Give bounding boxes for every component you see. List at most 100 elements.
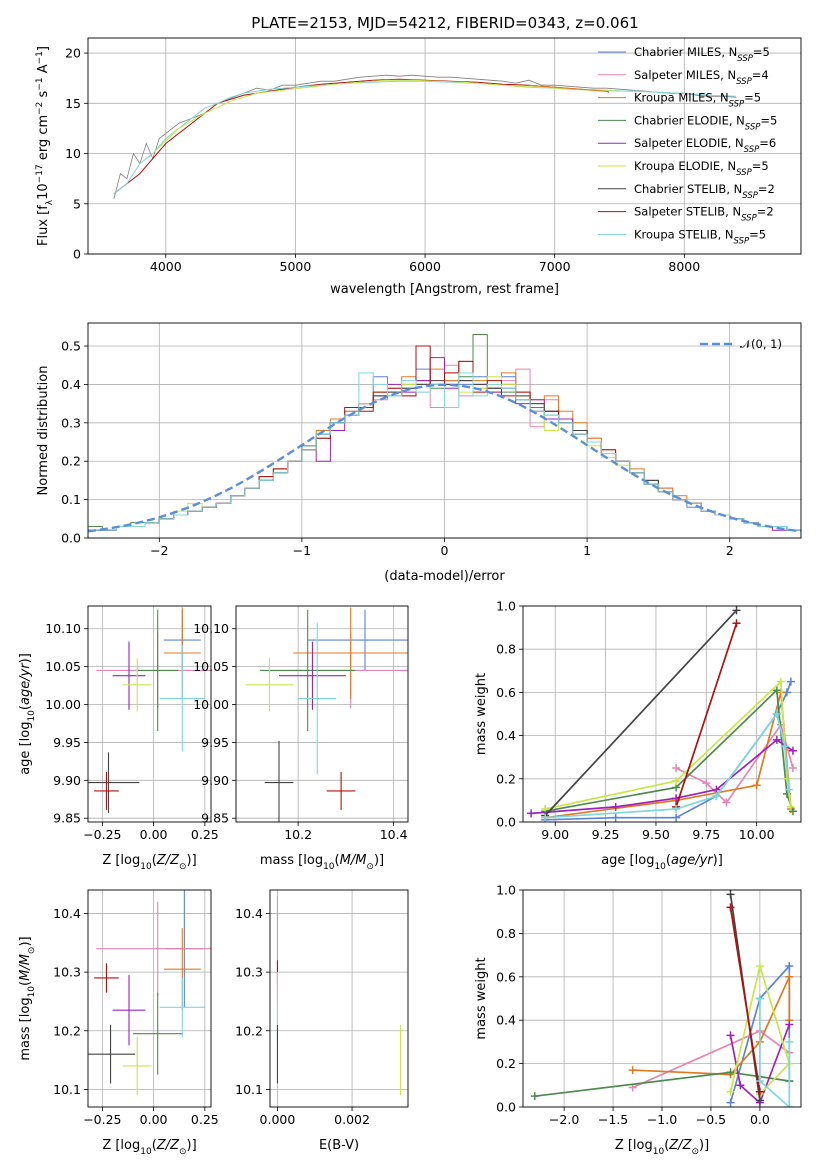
y-tick-label: 20 bbox=[65, 46, 81, 61]
x-tick-label: −1.0 bbox=[647, 1112, 677, 1127]
x-tick-label: 6000 bbox=[409, 259, 441, 274]
data-point bbox=[112, 975, 146, 1046]
panel-mass_vs_ebv: 0.000 0.002 10.1 10.2 10.3 10.4 E(B-V) bbox=[235, 889, 409, 1153]
label-part: −2 bbox=[35, 102, 45, 115]
legend-text: Chabrier ELODIE, N bbox=[634, 113, 745, 127]
weight-marker bbox=[530, 1092, 539, 1101]
data-point bbox=[307, 609, 408, 671]
weight-marker bbox=[712, 792, 721, 801]
panel-weight_vs_age: 9.00 9.25 9.50 9.75 10.00 0.0 0.2 0.4 0.6 0.8 1.0 a… bbox=[474, 599, 802, 872]
x-axis-label: E(B-V) bbox=[319, 1138, 359, 1153]
weight-marker bbox=[672, 764, 681, 772]
x-axis-label: mass [log10(M/M⊙)] bbox=[260, 853, 384, 872]
y-tick-label: 0.4 bbox=[496, 728, 516, 743]
label-part: ( bbox=[152, 853, 157, 868]
label-part: 10 bbox=[323, 862, 335, 872]
y-tick-label: 10.4 bbox=[53, 906, 81, 921]
y-tick-label: 9.95 bbox=[201, 735, 229, 750]
x-tick-label: 0.0 bbox=[750, 1112, 770, 1127]
weight-marker bbox=[726, 1098, 735, 1107]
y-axis-label: Normed distribution bbox=[36, 366, 51, 496]
x-tick-label: 8000 bbox=[668, 259, 700, 274]
plot-area-mass_vs_Z bbox=[88, 890, 211, 1096]
panel-weight_vs_Z: −2.0 −1.5 −1.0 −0.5 0.0 0.0 0.2 0.4 0.6 0.8 1.0 Z [… bbox=[474, 883, 802, 1157]
label-part: Z [log bbox=[102, 1138, 140, 1153]
y-tick-label: 15 bbox=[65, 96, 81, 111]
x-axis-label: wavelength [Angstrom, rest frame] bbox=[330, 282, 559, 297]
weight-marker bbox=[786, 677, 795, 686]
y-tick-label: 10.10 bbox=[45, 621, 81, 636]
y-tick-label: 10.1 bbox=[235, 1082, 263, 1097]
x-tick-label: 9.25 bbox=[592, 827, 620, 842]
y-tick-label: 0.4 bbox=[496, 1013, 516, 1028]
plot-area-weight_vs_age bbox=[527, 606, 797, 822]
data-point bbox=[293, 607, 408, 699]
label-part: −17 bbox=[35, 164, 45, 183]
label-part: ( bbox=[335, 853, 340, 868]
y-tick-label: 10.2 bbox=[53, 1023, 81, 1038]
x-tick-label: −0.25 bbox=[83, 1112, 121, 1127]
legend-tail: =6 bbox=[759, 136, 776, 150]
weight-marker bbox=[772, 710, 781, 718]
weight-marker bbox=[726, 903, 735, 912]
legend-tail: =5 bbox=[760, 113, 777, 127]
weight-marker bbox=[786, 802, 795, 811]
legend-text: Chabrier STELIB, N bbox=[634, 182, 742, 196]
y-tick-label: 10.1 bbox=[53, 1082, 81, 1097]
data-point bbox=[122, 658, 152, 712]
data-point bbox=[159, 645, 205, 752]
legend-tail: =5 bbox=[753, 45, 770, 59]
data-point bbox=[259, 609, 356, 732]
label-part: 10 bbox=[654, 862, 666, 872]
legend-sub: SSP bbox=[734, 236, 750, 246]
x-tick-label: 0.25 bbox=[191, 1112, 219, 1127]
label-part: ( bbox=[18, 705, 33, 710]
data-point bbox=[137, 609, 179, 732]
data-point bbox=[88, 752, 140, 813]
legend-tail: =5 bbox=[749, 227, 766, 241]
label-part: 10 bbox=[140, 1147, 152, 1157]
legend-text: Kroupa MILES, N bbox=[634, 91, 729, 105]
label-part: 10 bbox=[27, 710, 37, 722]
weight-marker bbox=[726, 1068, 735, 1077]
legend-sub: SSP bbox=[736, 77, 752, 87]
axes-frame bbox=[87, 37, 802, 255]
x-tick-label: 0 bbox=[441, 543, 449, 558]
weight-marker bbox=[722, 798, 731, 807]
weight-marker bbox=[785, 1103, 794, 1107]
label-part: mass [log bbox=[18, 997, 33, 1060]
y-tick-label: 0.8 bbox=[496, 926, 516, 941]
x-tick-label: 2 bbox=[726, 543, 734, 558]
x-tick-label: 9.00 bbox=[541, 827, 569, 842]
axes-frame bbox=[269, 889, 409, 1108]
label-part: ( bbox=[18, 981, 33, 986]
weight-marker bbox=[755, 994, 764, 1003]
weight-marker bbox=[726, 890, 735, 899]
panel-age_vs_Z: −0.25 0.00 0.25 9.85 9.90 9.95 10.00 10.05 10.10… bbox=[18, 605, 219, 872]
y-tick-label: 9.90 bbox=[53, 773, 81, 788]
weight-marker bbox=[755, 1096, 764, 1105]
legend-text: Salpeter ELODIE, N bbox=[634, 136, 744, 150]
axes-frame bbox=[87, 605, 212, 823]
spectrum-line bbox=[113, 78, 610, 195]
x-tick-label: 9.75 bbox=[692, 827, 720, 842]
weight-line bbox=[729, 1024, 791, 1105]
plot-area-residuals bbox=[88, 334, 801, 538]
y-tick-label: 5 bbox=[73, 196, 81, 211]
weight-marker bbox=[527, 809, 536, 818]
y-tick-label: 10.00 bbox=[45, 697, 81, 712]
plot-area-weight_vs_Z bbox=[530, 890, 794, 1107]
x-tick-label: 10.4 bbox=[380, 827, 408, 842]
weight-marker bbox=[776, 677, 785, 686]
weight-marker bbox=[755, 961, 764, 970]
x-tick-label: 0.00 bbox=[140, 1112, 168, 1127]
y-tick-label: 0.0 bbox=[496, 1100, 516, 1115]
legend-entry: Kroupa ELODIE, NSSP=5 bbox=[634, 159, 769, 178]
label-part: 10 bbox=[140, 862, 152, 872]
data-point bbox=[326, 771, 356, 810]
legend-tail: =2 bbox=[758, 182, 775, 196]
y-tick-label: 10.4 bbox=[235, 906, 263, 921]
y-tick-label: 0.0 bbox=[61, 531, 81, 546]
